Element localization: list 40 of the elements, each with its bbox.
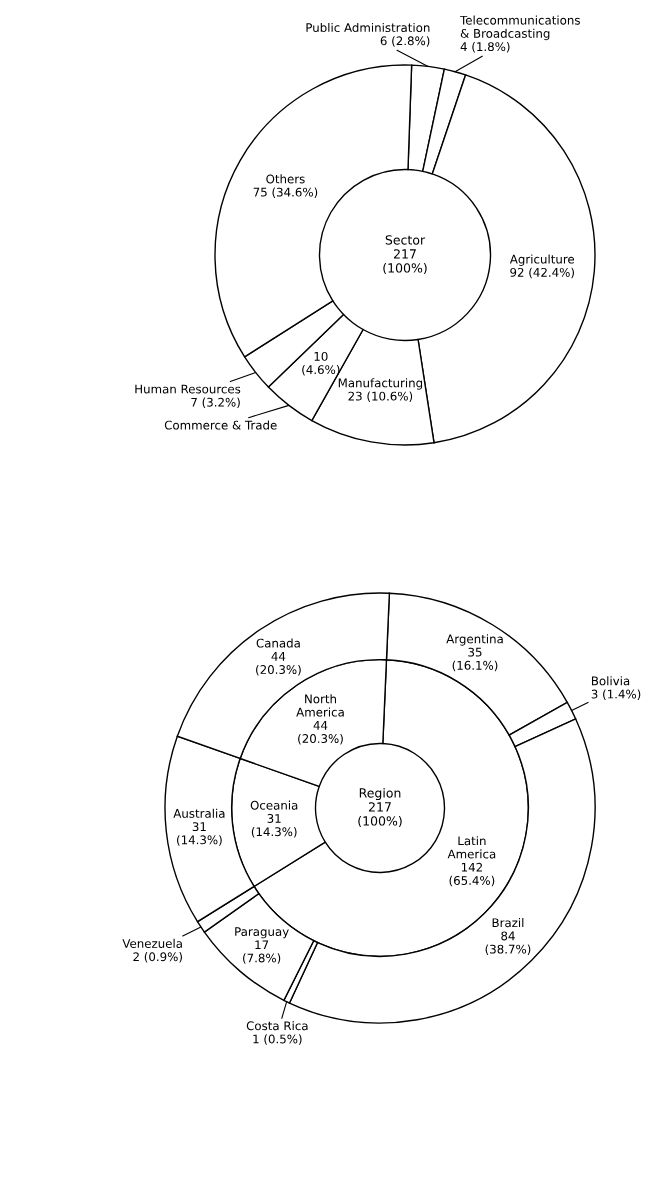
data-label: 2 (0.9%)	[133, 952, 182, 963]
text: 217 (100%)	[358, 802, 402, 828]
data-label: 17 (7.8%)	[243, 940, 281, 964]
data-label: 23 (10.6%)	[348, 391, 413, 402]
category-label: Oceania	[250, 800, 298, 810]
category-label: Brazil	[492, 918, 524, 928]
data-label: 75 (34.6%)	[253, 187, 318, 198]
category-label: Australia	[173, 808, 225, 818]
data-label: 142 (65.4%)	[449, 862, 495, 887]
category-label: Canada	[256, 638, 300, 648]
text: Region	[359, 787, 401, 801]
data-label: 6 (2.8%)	[380, 36, 430, 47]
slice-label: Manufacturing	[338, 378, 423, 390]
slice-label: Public Administration	[306, 22, 430, 33]
category-label: North America	[296, 694, 344, 717]
data-label: 31 (14.3%)	[251, 814, 297, 838]
text: Sector	[385, 235, 426, 245]
data-label: 35 (16.1%)	[452, 647, 498, 672]
slice-label: Telecommunications & Broadcasting	[460, 15, 580, 41]
category-label: Latin America	[447, 836, 496, 859]
slice-label: Commerce & Trade	[164, 420, 277, 430]
slice-label: Agriculture	[509, 254, 575, 266]
data-label: 92 (42.4%)	[510, 267, 574, 279]
data-label: 10 (4.6%)	[302, 351, 340, 376]
data-label: 84 (38.7%)	[485, 931, 531, 955]
data-label: 44 (20.3%)	[256, 652, 301, 676]
data-label: 3 (1.4%)	[591, 689, 641, 700]
slice-label: Others	[266, 174, 305, 184]
category-label: Bolivia	[591, 676, 630, 686]
slice-label: Human Resources	[135, 384, 241, 394]
category-label: Venezuela	[122, 938, 182, 948]
data-label: 31 (14.3%)	[177, 822, 222, 846]
category-label: Paraguay	[235, 927, 289, 939]
data-label: 1 (0.5%)	[253, 1034, 302, 1045]
data-label: 7 (3.2%)	[191, 397, 240, 409]
data-label: 4 (1.8%)	[460, 41, 510, 53]
category-label: Costa Rica	[246, 1021, 308, 1031]
category-label: Argentina	[446, 634, 503, 646]
text: 217 (100%)	[383, 249, 427, 275]
data-label: 44 (20.3%)	[298, 721, 343, 745]
